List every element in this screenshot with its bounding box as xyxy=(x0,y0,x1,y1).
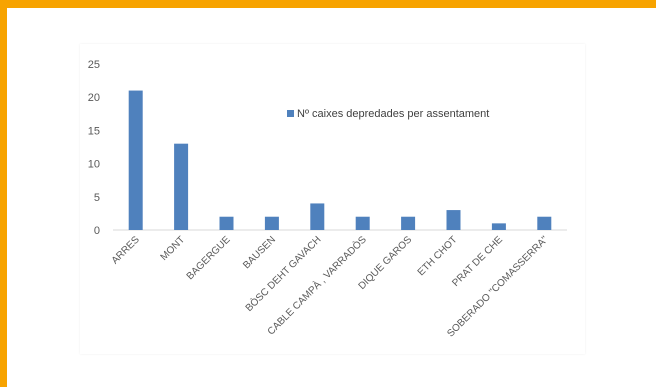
bar xyxy=(537,216,552,230)
bar xyxy=(128,90,143,230)
bar xyxy=(264,216,279,230)
x-tick-label: BÒSC DEHT GAVACH xyxy=(242,233,323,314)
x-tick-label: MONT xyxy=(159,234,188,263)
y-tick-label: 15 xyxy=(88,125,100,137)
x-tick-label: SOBERADO "COMASSERRA" xyxy=(445,234,550,339)
legend-label: Nº caixes depredades per assentament xyxy=(297,108,489,120)
bar xyxy=(491,223,506,230)
x-tick-label: ARRES xyxy=(110,234,142,266)
bar-series xyxy=(128,90,552,230)
legend: Nº caixes depredades per assentament xyxy=(287,108,489,120)
bar xyxy=(219,216,234,230)
x-tick-label: BAGERGUE xyxy=(185,234,233,282)
x-tick-label: ETH CHOT xyxy=(416,234,460,278)
y-tick-label: 25 xyxy=(88,59,100,71)
y-tick-label: 0 xyxy=(94,225,100,237)
y-tick-label: 20 xyxy=(88,92,100,104)
bar xyxy=(355,216,370,230)
x-tick-label: BAUSEN xyxy=(241,234,278,271)
y-axis: 0 5 10 15 20 25 xyxy=(88,59,100,237)
y-tick-label: 5 xyxy=(94,192,100,204)
chart-area xyxy=(80,44,585,354)
legend-swatch xyxy=(287,110,294,117)
bar xyxy=(174,143,189,230)
bar xyxy=(446,210,461,230)
bar xyxy=(401,216,416,230)
bar xyxy=(310,203,325,230)
y-tick-label: 10 xyxy=(88,159,100,171)
